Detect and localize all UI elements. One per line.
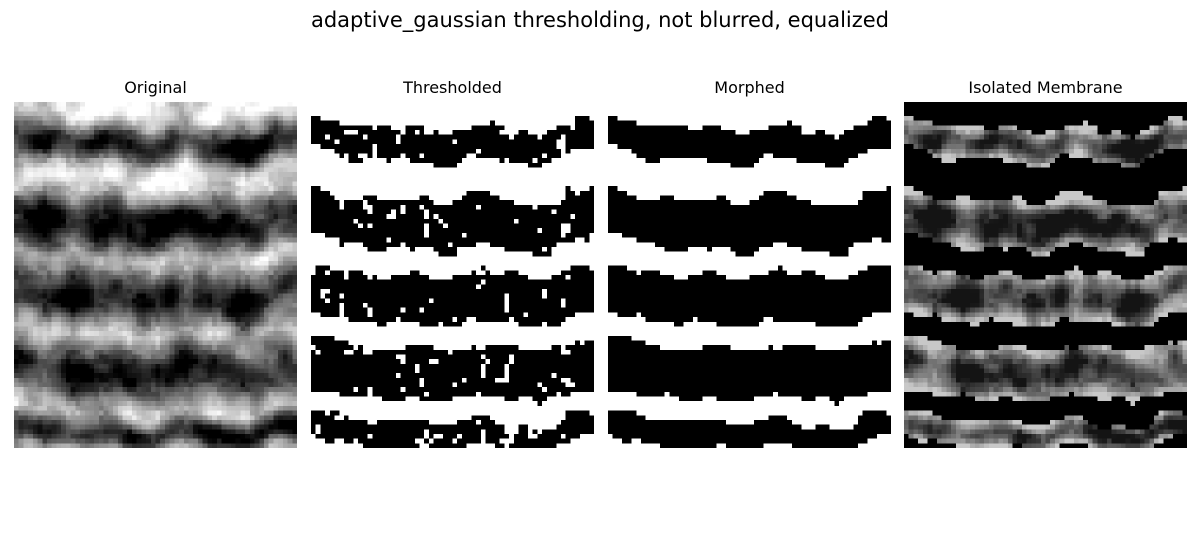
morphed-panel: Morphed: [608, 77, 891, 448]
isolated-membrane-panel-title: Isolated Membrane: [968, 78, 1123, 97]
figure-title: adaptive_gaussian thresholding, not blur…: [310, 8, 890, 32]
thresholded-panel: Thresholded: [311, 77, 594, 448]
isolated-membrane-panel: Isolated Membrane: [904, 77, 1187, 448]
original-panel-title: Original: [124, 78, 187, 97]
morphed-panel-title: Morphed: [714, 78, 785, 97]
original-panel: Original: [14, 77, 297, 448]
morphed-image: [608, 102, 891, 448]
isolated-membrane-image: [904, 102, 1187, 448]
thresholded-panel-title: Thresholded: [403, 78, 502, 97]
thresholded-image: [311, 102, 594, 448]
original-image: [14, 102, 297, 448]
